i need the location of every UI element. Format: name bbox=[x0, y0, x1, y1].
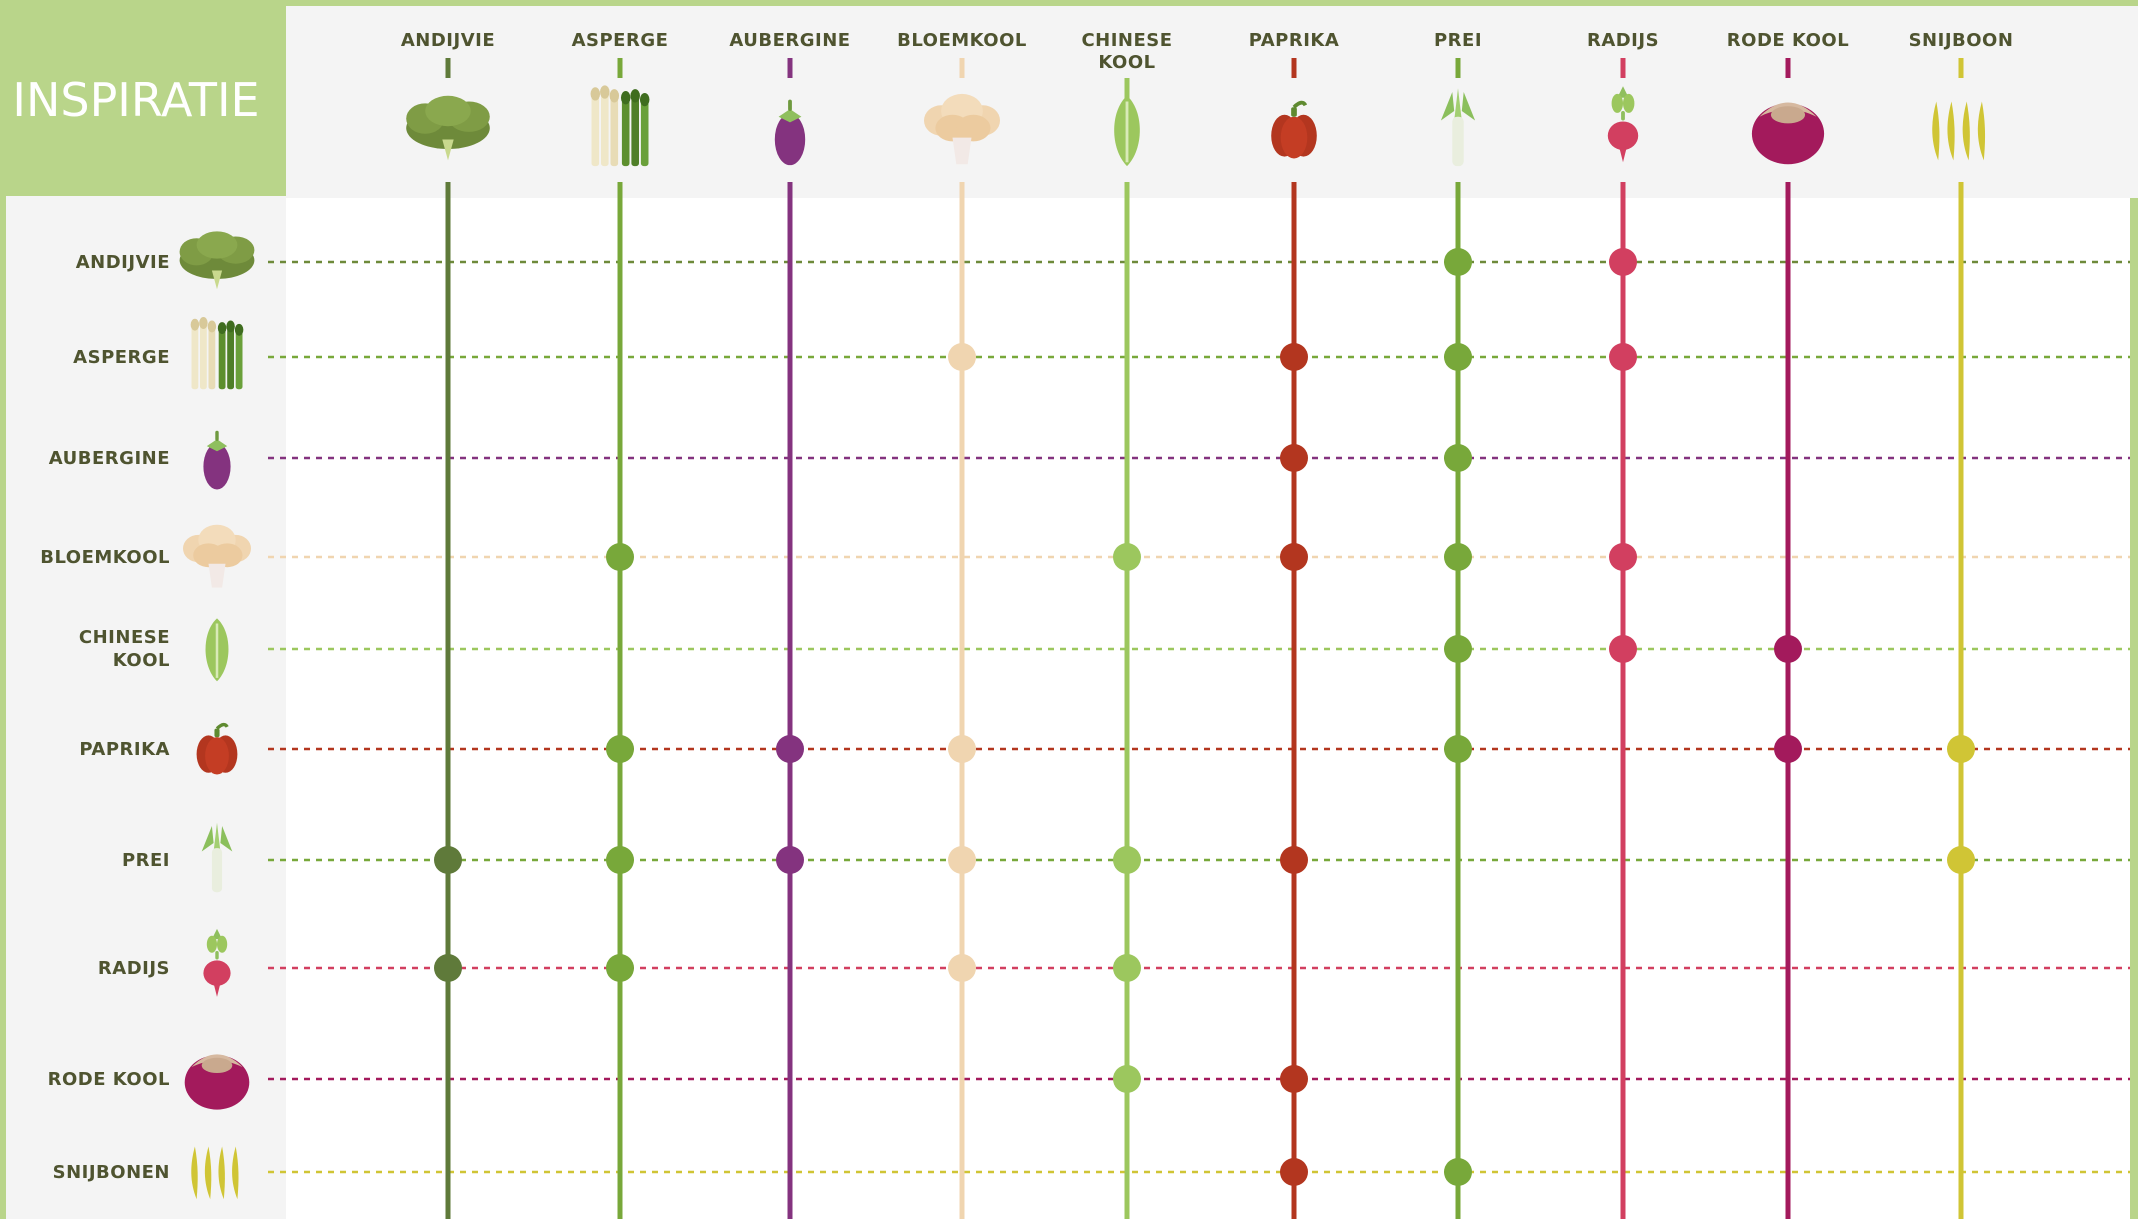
match-dot bbox=[1444, 444, 1472, 472]
chinese-cabbage-icon bbox=[1114, 95, 1140, 167]
bell-pepper-icon bbox=[1271, 100, 1317, 159]
match-dot bbox=[1113, 543, 1141, 571]
match-dot bbox=[606, 954, 634, 982]
row-label: RODE KOOL bbox=[48, 1069, 170, 1090]
match-dot bbox=[1444, 735, 1472, 763]
row-label: ANDIJVIE bbox=[76, 252, 170, 273]
eggplant-icon bbox=[774, 99, 806, 166]
leek-icon bbox=[1440, 88, 1476, 167]
row-label: BLOEMKOOL bbox=[40, 547, 170, 568]
row-label: PREI bbox=[122, 850, 170, 871]
column-label: RODE KOOL bbox=[1727, 30, 1849, 51]
match-dot bbox=[1444, 635, 1472, 663]
column-label: KOOL bbox=[1098, 52, 1155, 73]
row-label: RADIJS bbox=[98, 958, 170, 979]
match-dot bbox=[776, 735, 804, 763]
column-label: BLOEMKOOL bbox=[897, 30, 1027, 51]
match-dot bbox=[1113, 954, 1141, 982]
match-dot bbox=[1444, 543, 1472, 571]
radish-icon bbox=[1607, 86, 1639, 163]
row-label: SNIJBONEN bbox=[53, 1162, 170, 1183]
red-cabbage-icon bbox=[1751, 102, 1825, 165]
header-band bbox=[286, 6, 2138, 198]
match-dot bbox=[1774, 635, 1802, 663]
column-label: ASPERGE bbox=[572, 30, 669, 51]
bell-pepper-icon bbox=[196, 722, 238, 775]
row-label: AUBERGINE bbox=[49, 448, 170, 469]
column-label: AUBERGINE bbox=[729, 30, 850, 51]
green-beans-icon bbox=[191, 1146, 239, 1200]
match-dot bbox=[1113, 1065, 1141, 1093]
match-dot bbox=[434, 954, 462, 982]
chart-title: INSPIRATIE bbox=[12, 73, 259, 127]
cauliflower-icon bbox=[183, 524, 251, 588]
match-dot bbox=[1280, 846, 1308, 874]
green-beans-icon bbox=[1932, 101, 1986, 161]
match-dot bbox=[1609, 543, 1637, 571]
asparagus-icon bbox=[190, 317, 244, 390]
match-dot bbox=[606, 735, 634, 763]
match-dot bbox=[1774, 735, 1802, 763]
row-label: ASPERGE bbox=[73, 347, 170, 368]
column-label: SNIJBOON bbox=[1909, 30, 2014, 51]
match-dot bbox=[948, 846, 976, 874]
match-dot bbox=[948, 954, 976, 982]
match-dot bbox=[1113, 846, 1141, 874]
eggplant-icon bbox=[203, 430, 231, 490]
endive-icon bbox=[179, 231, 255, 290]
match-dot bbox=[1444, 248, 1472, 276]
column-label: PREI bbox=[1434, 30, 1482, 51]
match-dot bbox=[1947, 846, 1975, 874]
red-cabbage-icon bbox=[184, 1054, 250, 1110]
match-dot bbox=[606, 543, 634, 571]
match-dot bbox=[434, 846, 462, 874]
endive-icon bbox=[406, 95, 490, 161]
match-dot bbox=[948, 735, 976, 763]
row-label: KOOL bbox=[113, 650, 170, 671]
match-dot bbox=[1444, 1158, 1472, 1186]
leek-icon bbox=[201, 822, 233, 893]
match-dot bbox=[1280, 1065, 1308, 1093]
match-dot bbox=[1609, 343, 1637, 371]
row-label: CHINESE bbox=[79, 627, 170, 648]
match-dot bbox=[1280, 1158, 1308, 1186]
match-dot bbox=[1280, 343, 1308, 371]
match-dot bbox=[1947, 735, 1975, 763]
plot-area bbox=[286, 198, 2130, 1219]
match-dot bbox=[1609, 248, 1637, 276]
match-dot bbox=[1444, 343, 1472, 371]
match-dot bbox=[1280, 543, 1308, 571]
match-dot bbox=[776, 846, 804, 874]
column-label: ANDIJVIE bbox=[401, 30, 495, 51]
column-label: CHINESE bbox=[1081, 30, 1172, 51]
cauliflower-icon bbox=[924, 93, 1000, 165]
column-label: PAPRIKA bbox=[1249, 30, 1340, 51]
radish-icon bbox=[203, 928, 231, 997]
match-dot bbox=[948, 343, 976, 371]
asparagus-icon bbox=[590, 85, 650, 167]
match-dot bbox=[1280, 444, 1308, 472]
chinese-cabbage-icon bbox=[205, 618, 229, 682]
match-dot bbox=[606, 846, 634, 874]
match-dot bbox=[1609, 635, 1637, 663]
column-label: RADIJS bbox=[1587, 30, 1659, 51]
row-label: PAPRIKA bbox=[79, 739, 170, 760]
